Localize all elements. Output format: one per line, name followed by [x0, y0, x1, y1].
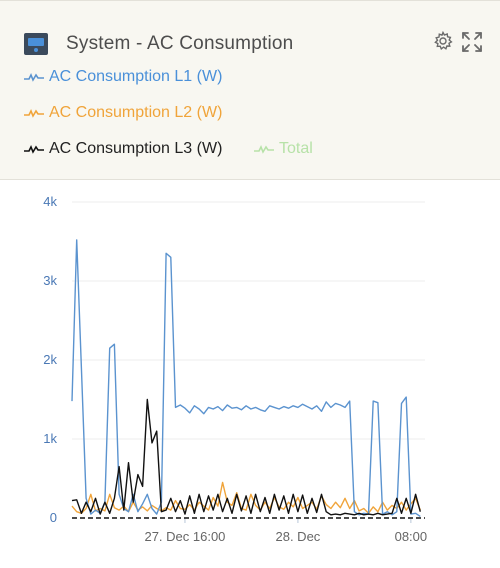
y-tick-label: 2k: [43, 352, 57, 367]
panel-title: System - AC Consumption: [66, 33, 294, 54]
legend-item-l1[interactable]: AC Consumption L1 (W): [24, 68, 222, 86]
inverter-icon: [24, 33, 48, 55]
legend-label-total: Total: [279, 140, 313, 157]
x-tick-label: 08:00: [395, 529, 428, 544]
legend-line-icon: [254, 145, 274, 154]
legend-line-icon: [24, 73, 44, 82]
legend-line-icon: [24, 145, 44, 154]
line-chart[interactable]: 0 1k 2k 3k 4k 27. Dec 16:00 28. Dec 08:00: [0, 180, 500, 568]
panel-header: System - AC Consumption AC Consumption L…: [0, 0, 500, 180]
legend-label-l3: AC Consumption L3 (W): [49, 140, 223, 157]
y-tick-label: 4k: [43, 194, 57, 209]
y-tick-label: 0: [50, 510, 57, 525]
expand-icon[interactable]: [461, 31, 483, 53]
series-line-3[interactable]: [71, 398, 421, 516]
legend-line-icon: [24, 109, 44, 118]
y-tick-label: 3k: [43, 273, 57, 288]
x-tick-label: 28. Dec: [276, 529, 321, 544]
legend-item-total[interactable]: Total: [254, 140, 313, 158]
chart-area: 0 1k 2k 3k 4k 27. Dec 16:00 28. Dec 08:00: [0, 180, 500, 568]
y-tick-label: 1k: [43, 431, 57, 446]
legend-label-l1: AC Consumption L1 (W): [49, 68, 223, 85]
legend-label-l2: AC Consumption L2 (W): [49, 104, 223, 121]
gear-icon[interactable]: [433, 31, 453, 51]
legend-item-l3[interactable]: AC Consumption L3 (W): [24, 140, 222, 158]
legend-item-l2[interactable]: AC Consumption L2 (W): [24, 104, 222, 122]
x-tick-label: 27. Dec 16:00: [144, 529, 225, 544]
